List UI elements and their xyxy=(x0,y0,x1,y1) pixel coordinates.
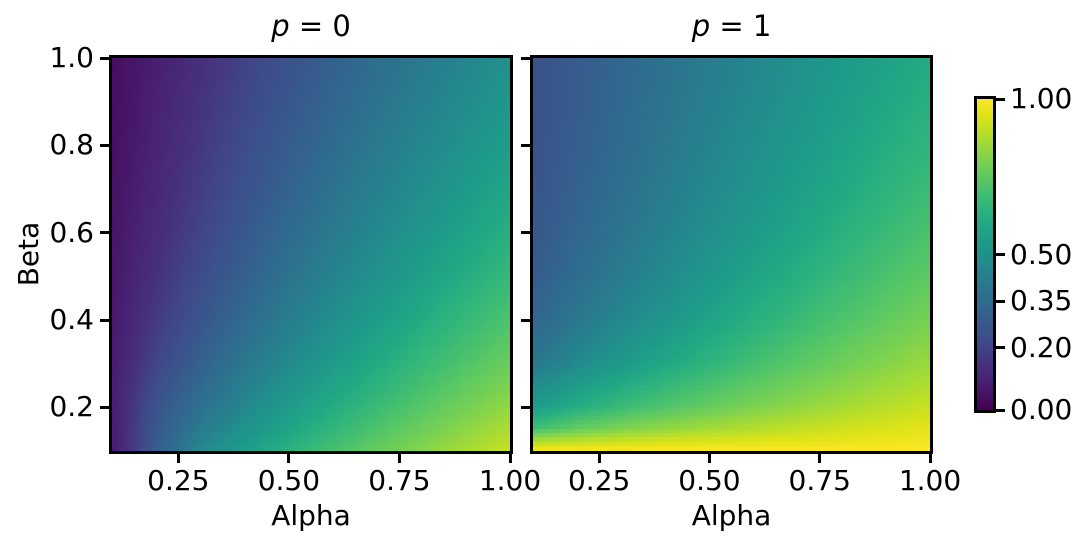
x-tick-label: 0.75 xyxy=(368,464,431,497)
x-tick-mark xyxy=(176,454,180,463)
colorbar-tick-mark xyxy=(996,346,1005,350)
y-tick-mark xyxy=(521,231,530,235)
y-tick-label: 0.2 xyxy=(49,390,94,424)
panel-title-p1-rest: = 1 xyxy=(710,9,772,43)
colorbar-tick-label: 0.20 xyxy=(1010,330,1073,364)
panel-title-p0-rest: = 0 xyxy=(289,9,351,43)
x-tick-label: 1.00 xyxy=(478,464,542,497)
x-axis-label-p1: Alpha xyxy=(691,499,772,532)
y-tick-mark xyxy=(100,405,109,409)
colorbar-tick-mark xyxy=(996,253,1005,256)
x-tick-mark xyxy=(508,454,512,463)
x-tick-label: 0.75 xyxy=(788,464,851,497)
colorbar-tick-label: 1.00 xyxy=(1010,82,1073,115)
y-tick-mark xyxy=(521,318,530,322)
x-tick-label: 0.25 xyxy=(147,464,210,497)
heatmap-p0 xyxy=(112,58,510,451)
colorbar xyxy=(974,96,996,413)
x-tick-mark xyxy=(818,454,822,463)
y-tick-label: 0.6 xyxy=(49,215,94,249)
x-tick-label: 0.50 xyxy=(678,464,741,497)
y-tick-mark xyxy=(521,143,530,147)
heatmap-p1 xyxy=(533,58,930,451)
colorbar-tick-label: 0.50 xyxy=(1010,237,1073,271)
y-tick-mark xyxy=(100,231,109,235)
x-tick-label: 0.50 xyxy=(257,464,321,497)
x-tick-mark xyxy=(287,454,291,463)
y-tick-mark xyxy=(521,56,530,60)
x-tick-mark xyxy=(707,454,711,463)
panel-title-p1: p = 1 xyxy=(533,8,930,44)
x-tick-mark xyxy=(928,454,932,463)
heatmap-panel-p0 xyxy=(109,55,513,454)
y-tick-mark xyxy=(100,56,109,60)
heatmap-panel-p1 xyxy=(530,55,933,454)
x-tick-label: 0.25 xyxy=(567,464,631,497)
y-tick-label: 1.0 xyxy=(49,41,94,74)
x-tick-mark xyxy=(397,454,401,463)
y-tick-label: 0.4 xyxy=(49,303,94,336)
colorbar-tick-mark xyxy=(996,299,1005,303)
colorbar-tick-label: 0.35 xyxy=(1010,284,1073,318)
y-tick-label: 0.8 xyxy=(49,128,94,162)
panel-title-p0-var: p xyxy=(271,9,290,43)
y-tick-mark xyxy=(100,318,109,322)
colorbar-gradient xyxy=(977,99,993,410)
colorbar-tick-mark xyxy=(996,408,1005,412)
colorbar-tick-mark xyxy=(996,97,1005,101)
x-tick-label: 1.00 xyxy=(898,464,962,497)
colorbar-tick-label: 0.00 xyxy=(1010,393,1073,426)
panel-title-p1-var: p xyxy=(691,9,711,43)
y-tick-mark xyxy=(521,405,530,409)
x-tick-mark xyxy=(597,454,601,463)
panel-title-p0: p = 0 xyxy=(112,8,510,44)
y-tick-mark xyxy=(100,143,109,147)
x-axis-label-p0: Alpha xyxy=(271,499,351,532)
